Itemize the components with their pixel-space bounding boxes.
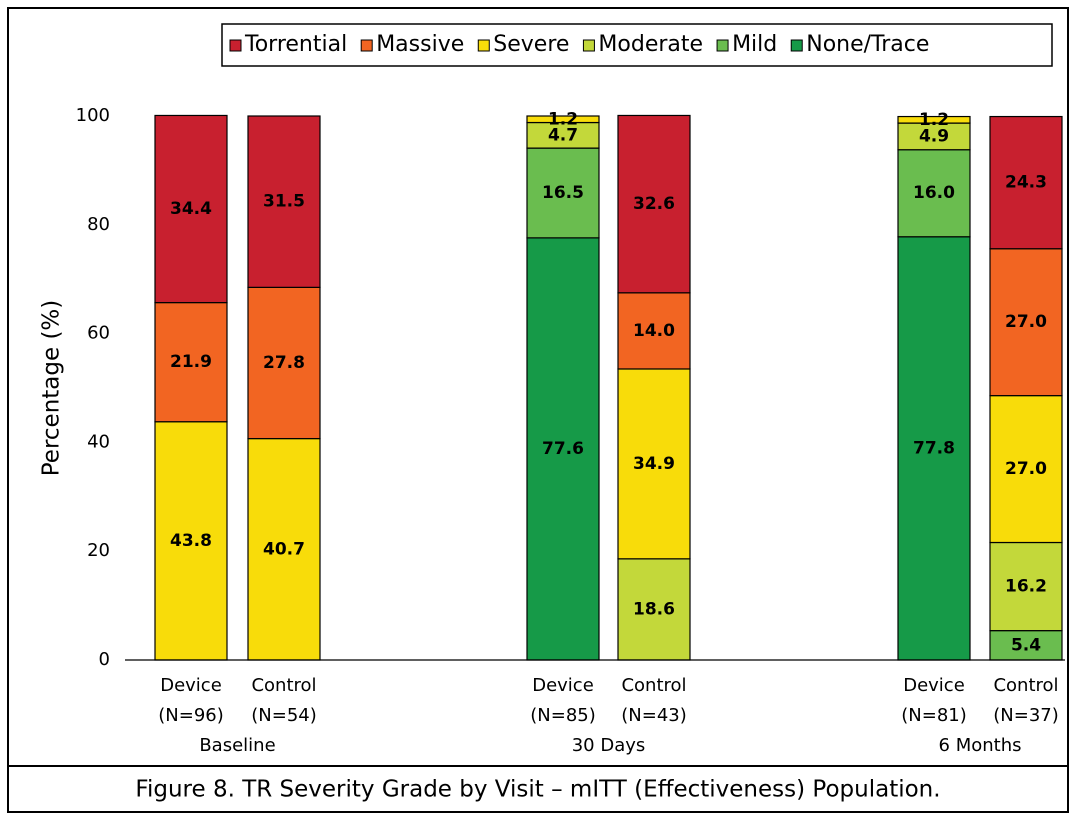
- x-tick-sublabel: (N=37): [993, 705, 1059, 726]
- x-tick-sublabel: (N=85): [530, 705, 596, 726]
- data-label: 1.2: [548, 109, 578, 129]
- legend-label: Torrential: [244, 32, 347, 57]
- legend-swatch: [360, 39, 373, 52]
- bar-segment: [154, 114, 228, 304]
- bar-segment: [247, 286, 321, 440]
- x-tick-sublabel: (N=81): [901, 705, 967, 726]
- data-label: 24.3: [1005, 173, 1047, 193]
- bar-segment: [989, 630, 1063, 661]
- data-label: 18.6: [633, 599, 675, 619]
- data-label: 27.0: [1005, 312, 1047, 332]
- x-tick-label: Device: [532, 675, 594, 696]
- frame: [7, 7, 1069, 813]
- y-tick-label: 100: [76, 105, 110, 126]
- y-tick-label: 40: [87, 431, 110, 452]
- legend-label: None/Trace: [806, 32, 929, 57]
- y-tick-label: 20: [87, 540, 110, 561]
- x-tick-label: Control: [251, 675, 316, 696]
- bar-segment: [247, 437, 321, 661]
- data-label: 77.8: [913, 438, 955, 458]
- group-label: Baseline: [199, 735, 275, 756]
- bar-segment: [617, 292, 691, 370]
- y-tick-label: 80: [87, 214, 110, 235]
- data-label: 40.7: [263, 539, 305, 559]
- x-tick-sublabel: (N=54): [251, 705, 317, 726]
- legend-swatch: [716, 39, 729, 52]
- bar-segment: [897, 122, 971, 151]
- data-label: 16.2: [1005, 577, 1047, 597]
- bar-segment: [989, 541, 1063, 632]
- data-label: 5.4: [1011, 635, 1041, 655]
- y-tick-label: 0: [99, 649, 110, 670]
- bar-segment: [989, 395, 1063, 544]
- legend-swatch: [477, 39, 490, 52]
- data-label: 4.7: [548, 125, 578, 145]
- legend-box: [221, 23, 1053, 67]
- x-tick-sublabel: (N=43): [621, 705, 687, 726]
- x-tick-label: Control: [993, 675, 1058, 696]
- bar-segment: [154, 421, 228, 661]
- data-label: 43.8: [170, 531, 212, 551]
- data-label: 16.5: [542, 183, 584, 203]
- legend-label: Moderate: [598, 32, 703, 57]
- bar-segment: [617, 368, 691, 560]
- legend-swatch: [790, 39, 803, 52]
- group-label: 30 Days: [572, 735, 646, 756]
- bar-segment: [247, 115, 321, 288]
- x-tick-label: Device: [903, 675, 965, 696]
- group-label: 6 Months: [939, 735, 1022, 756]
- data-label: 77.6: [542, 439, 584, 459]
- y-axis-label: Percentage (%): [39, 300, 65, 477]
- bar-segment: [526, 115, 600, 124]
- data-label: 27.0: [1005, 459, 1047, 479]
- y-tick-label: 60: [87, 323, 110, 344]
- data-label: 32.6: [633, 194, 675, 214]
- data-label: 4.9: [919, 126, 949, 146]
- data-label: 16.0: [913, 183, 955, 203]
- legend-label: Mild: [732, 32, 777, 57]
- legend-label: Severe: [493, 32, 569, 57]
- data-label: 21.9: [170, 352, 212, 372]
- data-label: 27.8: [263, 353, 305, 373]
- bar-segment: [617, 558, 691, 661]
- x-tick-label: Device: [160, 675, 222, 696]
- legend-swatch: [229, 39, 242, 52]
- data-label: 31.5: [263, 192, 305, 212]
- bar-segment: [989, 115, 1063, 250]
- data-label: 1.2: [919, 110, 949, 130]
- data-label: 34.9: [633, 454, 675, 474]
- caption: Figure 8. TR Severity Grade by Visit – m…: [135, 777, 940, 803]
- data-label: 14.0: [633, 321, 675, 341]
- bar-segment: [897, 115, 971, 124]
- x-tick-sublabel: (N=96): [158, 705, 224, 726]
- legend-label: Massive: [376, 32, 464, 57]
- data-label: 34.4: [170, 199, 212, 219]
- x-tick-label: Control: [621, 675, 686, 696]
- legend-swatch: [582, 39, 595, 52]
- bar-segment: [989, 248, 1063, 397]
- bar-segment: [617, 114, 691, 294]
- bar-segment: [154, 301, 228, 423]
